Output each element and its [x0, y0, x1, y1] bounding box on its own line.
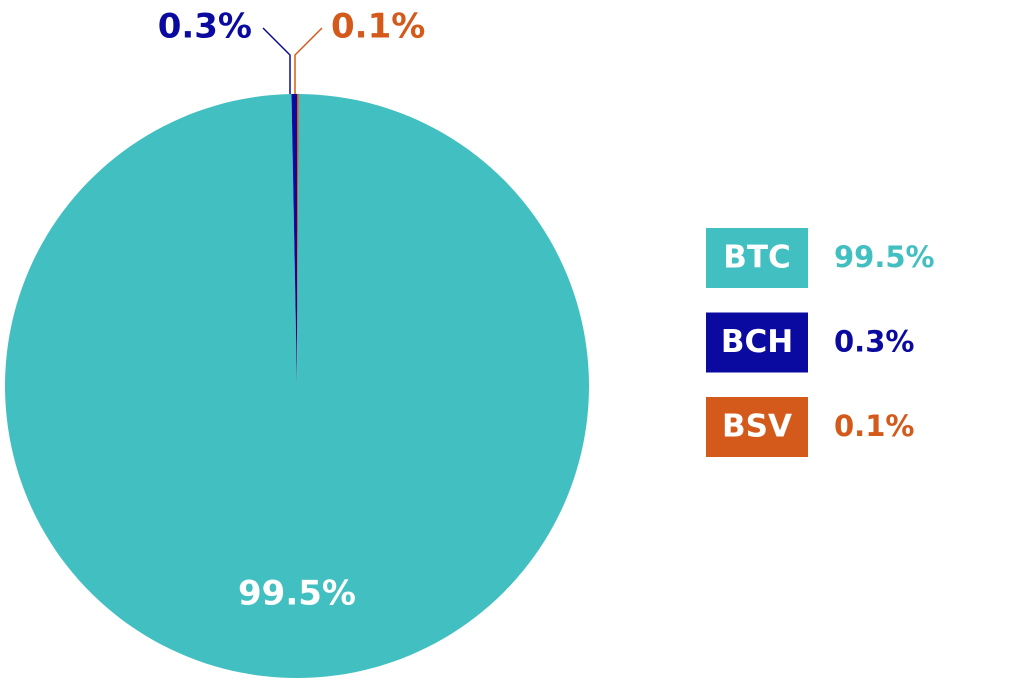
- legend: BTC 99.5% BCH 0.3% BSV 0.1%: [706, 228, 935, 457]
- legend-value: 0.1%: [834, 409, 914, 443]
- slice-label: 0.1%: [331, 7, 425, 47]
- legend-value: 0.3%: [834, 325, 914, 359]
- pie: 99.5% 0.3% 0.1%: [4, 7, 589, 678]
- slice-label: 0.3%: [158, 7, 252, 47]
- legend-value: 99.5%: [834, 240, 935, 274]
- legend-label: BSV: [722, 409, 792, 445]
- legend-label: BCH: [721, 324, 793, 360]
- pie-slice: [297, 94, 299, 386]
- leader-line: [262, 27, 291, 94]
- pie-slice: [291, 94, 297, 386]
- legend-swatch: [706, 397, 808, 457]
- legend-swatch: [706, 228, 808, 288]
- legend-label: BTC: [723, 240, 791, 276]
- legend-swatch: [706, 312, 808, 373]
- pie-slice: [4, 94, 589, 678]
- leader-line: [294, 27, 323, 94]
- slice-label: 99.5%: [238, 574, 356, 614]
